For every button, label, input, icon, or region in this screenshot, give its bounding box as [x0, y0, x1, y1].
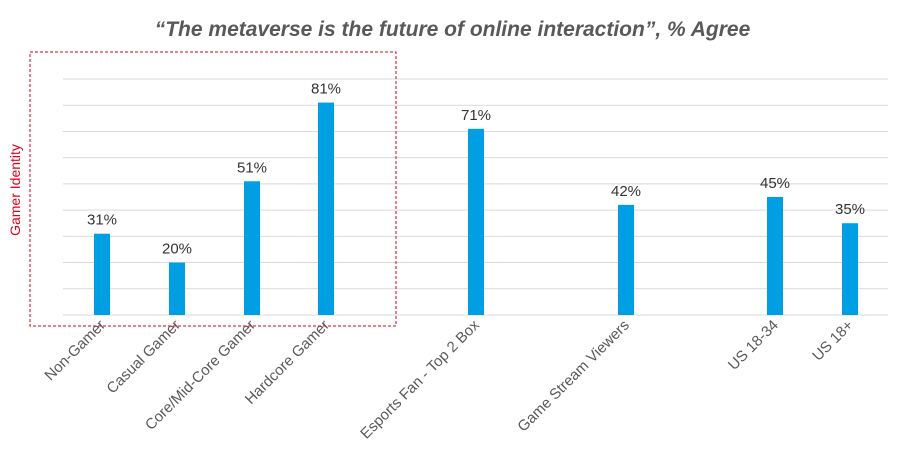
bars [94, 102, 858, 315]
data-labels: 31% 20% 51% 81% 71% 42% 45% 35% [87, 81, 865, 258]
bar [94, 233, 110, 315]
data-label: 20% [162, 241, 192, 258]
data-label: 71% [461, 107, 491, 124]
x-tick-label: Non-Gamer [41, 317, 108, 384]
bar [244, 181, 260, 315]
x-tick-label: Game Stream Viewers [514, 317, 633, 436]
x-tick-label: US 18+ [809, 317, 857, 365]
data-label: 51% [237, 159, 267, 176]
data-label: 35% [835, 201, 865, 218]
data-label: 31% [87, 212, 117, 229]
gamer-identity-label: Gamer Identity [7, 144, 23, 236]
data-label: 81% [311, 81, 341, 98]
x-tick-label: Esports Fan - Top 2 Box [357, 316, 483, 442]
x-tick-label: Casual Gamer [103, 317, 183, 397]
bar [618, 204, 634, 315]
data-label: 45% [760, 175, 790, 192]
bar [169, 262, 185, 315]
bar [842, 223, 858, 315]
x-tick-label: US 18-34 [725, 317, 782, 374]
bar [468, 128, 484, 315]
chart-title: “The metaverse is the future of online i… [154, 18, 751, 41]
data-label: 42% [611, 183, 641, 200]
gamer-identity-box [29, 51, 397, 327]
bar [767, 197, 783, 315]
bar [318, 102, 334, 315]
gamer-identity-annotation: Gamer Identity [7, 51, 397, 327]
